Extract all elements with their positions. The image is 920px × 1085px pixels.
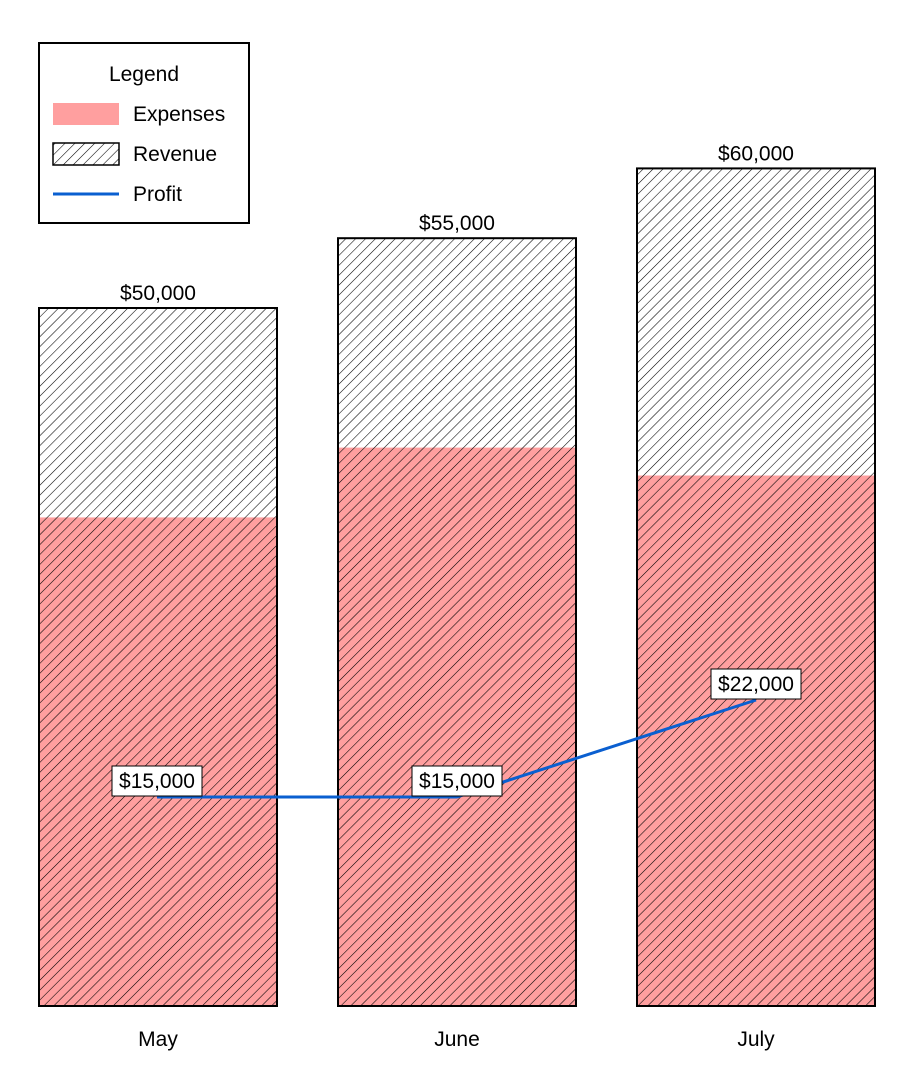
legend-revenue-label: Revenue [133,143,217,166]
profit-label-june: $15,000 [419,770,495,793]
revenue-label-june: $55,000 [419,212,495,235]
category-label-july: July [737,1028,775,1051]
profit-label-box-may [111,765,203,797]
legend-profit-label: Profit [133,183,182,206]
legend-title: Legend [109,63,179,86]
revenue-hatch-july [637,168,875,1006]
legend-expenses-swatch [53,103,119,125]
profit-label-july: $22,000 [718,673,794,696]
category-label-june: June [434,1028,480,1051]
revenue-bar-july [636,167,876,1007]
revenue-hatch-may [39,308,277,1006]
profit-line [157,698,757,799]
revenue-label-july: $60,000 [718,142,794,165]
profit-label-box-june [411,765,503,797]
profit-label-box-july [710,668,802,700]
profit-label-may: $15,000 [119,770,195,793]
legend-revenue-swatch [52,142,120,166]
category-label-may: May [138,1028,178,1051]
revenue-hatch-june [338,238,576,1006]
profit-layer: $15,000 $15,000 $22,000 [111,668,802,799]
bars-layer: $50,000 May $55,000 June $60,000 July [38,142,876,1051]
revenue-bar-june [337,237,577,1007]
revenue-label-may: $50,000 [120,282,196,305]
revenue-bar-may [38,307,278,1007]
legend: Legend Expenses Revenue Profit [38,42,250,224]
legend-expenses-label: Expenses [133,103,225,126]
